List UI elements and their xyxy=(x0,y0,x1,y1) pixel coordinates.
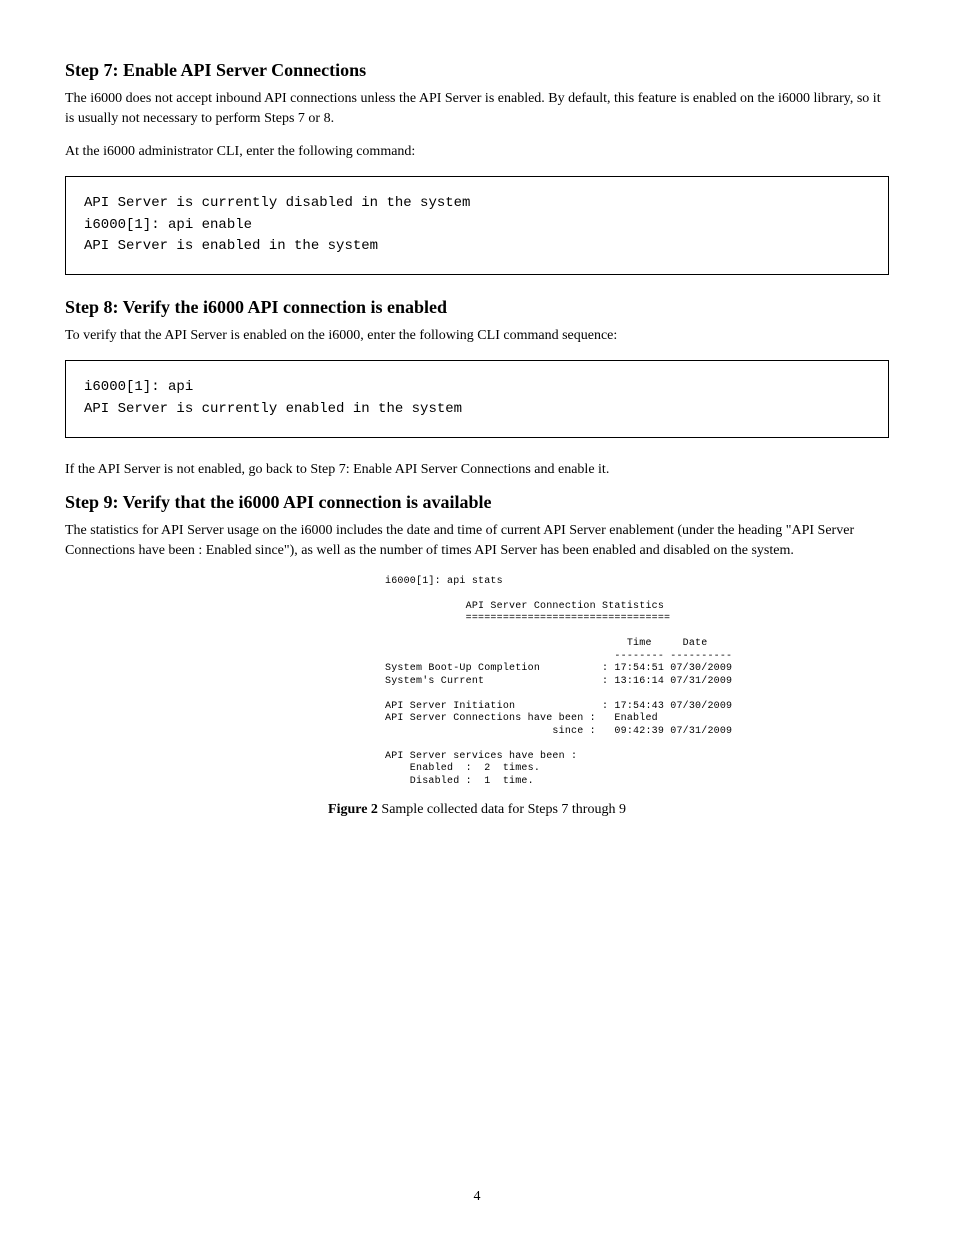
section1-para1: The i6000 does not accept inbound API co… xyxy=(65,89,889,130)
figure-label: Figure 2 xyxy=(328,802,378,817)
page-number: 4 xyxy=(0,1189,954,1205)
section-heading-step8: Step 8: Verify the i6000 API connection … xyxy=(65,297,889,318)
terminal-output: i6000[1]: api stats API Server Connectio… xyxy=(385,576,889,789)
section-heading-step9: Step 9: Verify that the i6000 API connec… xyxy=(65,492,889,513)
code-box-2: i6000[1]: api API Server is currently en… xyxy=(65,360,889,437)
section2-para2: If the API Server is not enabled, go bac… xyxy=(65,460,889,480)
section-heading-step7: Step 7: Enable API Server Connections xyxy=(65,60,889,81)
code-box-1: API Server is currently disabled in the … xyxy=(65,176,889,275)
section2-para1: To verify that the API Server is enabled… xyxy=(65,326,889,346)
section1-para2: At the i6000 administrator CLI, enter th… xyxy=(65,142,889,162)
section3-para1: The statistics for API Server usage on t… xyxy=(65,521,889,562)
figure-caption: Figure 2 Sample collected data for Steps… xyxy=(65,802,889,818)
figure-text: Sample collected data for Steps 7 throug… xyxy=(381,802,626,817)
